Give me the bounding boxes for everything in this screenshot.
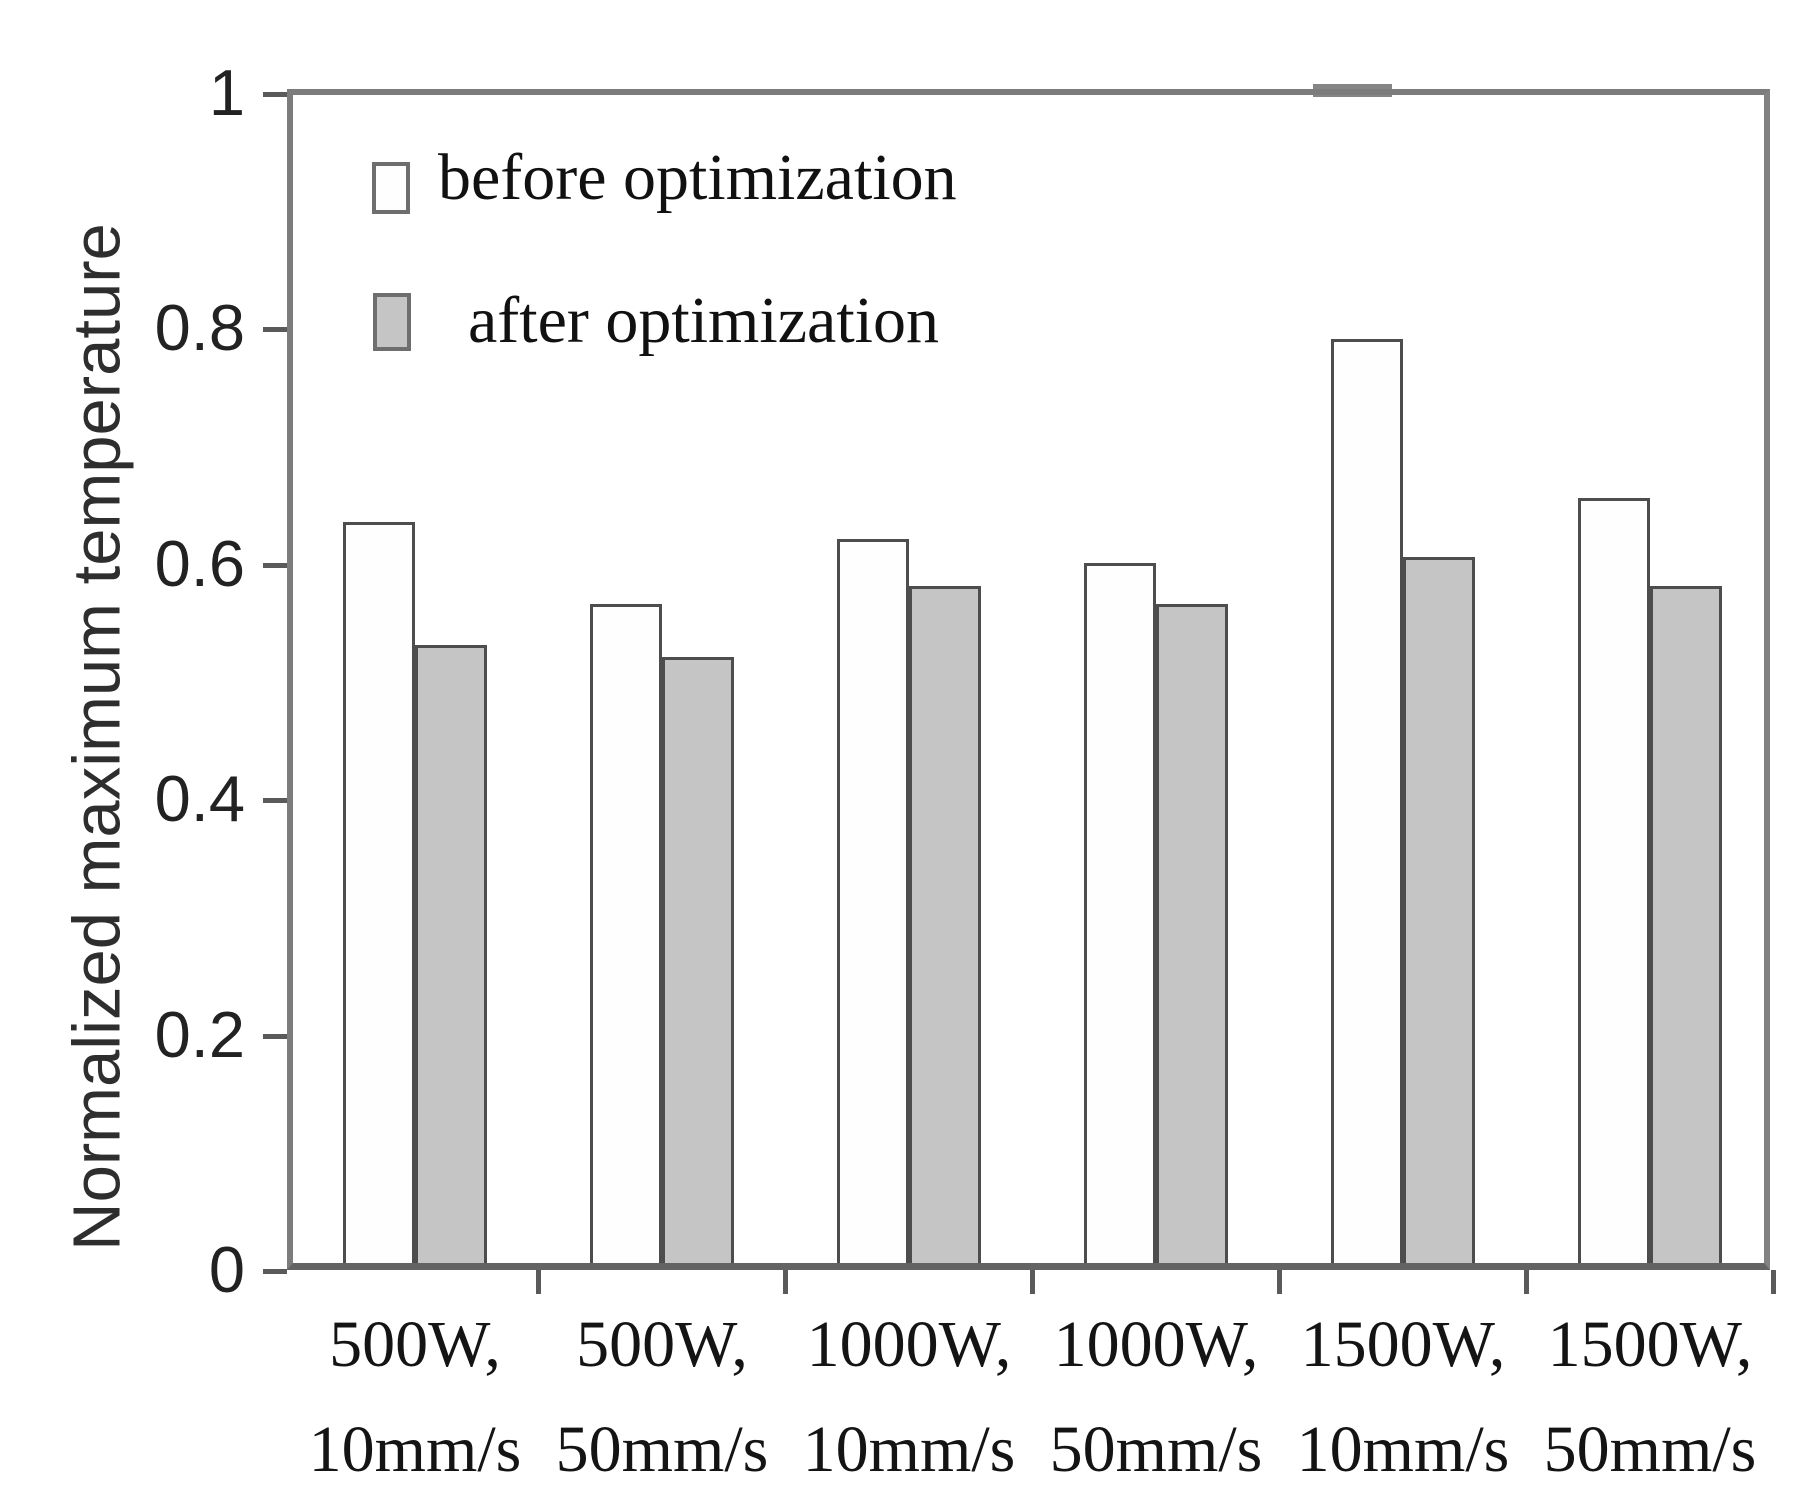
x-tick — [1771, 1270, 1776, 1294]
bar-before-optimization — [1578, 498, 1650, 1269]
y-tick-label: 0.6 — [154, 527, 245, 600]
bar-after-optimization — [1403, 557, 1475, 1269]
bar-before-optimization — [1084, 563, 1156, 1269]
x-category-label: 1500W, 50mm/s — [1480, 1292, 1809, 1502]
y-tick-label: 0.2 — [154, 998, 245, 1071]
x-tick — [783, 1270, 788, 1294]
y-tick — [263, 563, 287, 568]
x-category-label-line: 1500W, — [1300, 1308, 1506, 1381]
x-tick — [1030, 1270, 1035, 1294]
y-axis-title: Normalized maximum temperature — [59, 223, 135, 1251]
y-tick-label: 0.8 — [154, 291, 245, 364]
x-tick — [1524, 1270, 1529, 1294]
legend-label-after: after optimization — [468, 284, 939, 357]
x-category-label-line: 500W, — [576, 1308, 748, 1381]
x-tick — [536, 1270, 541, 1294]
legend-swatch-after-icon — [373, 293, 411, 351]
legend-swatch-before-icon — [372, 162, 410, 214]
y-tick — [263, 1034, 287, 1039]
bar-after-optimization — [415, 645, 487, 1269]
bar-before-optimization — [343, 522, 415, 1269]
bar-after-optimization — [909, 586, 981, 1269]
legend-label-before: before optimization — [438, 141, 957, 214]
x-category-label-line: 1500W, — [1547, 1308, 1753, 1381]
bar-before-optimization — [590, 604, 662, 1269]
bar-after-optimization — [662, 657, 734, 1269]
x-category-label-line: 500W, — [329, 1308, 501, 1381]
y-tick — [263, 798, 287, 803]
y-tick-label: 1 — [208, 56, 245, 129]
y-tick-label: 0.4 — [154, 762, 245, 835]
y-tick — [263, 1269, 287, 1274]
y-tick — [263, 92, 287, 97]
bar-before-optimization — [1331, 339, 1403, 1269]
figure-canvas: { "figure": { "background": "#ffffff" },… — [59, 56, 1776, 1486]
plot-frame — [287, 89, 1770, 1270]
y-tick-label: 0 — [208, 1233, 245, 1306]
y-tick — [263, 327, 287, 332]
x-category-label-line: 1000W, — [806, 1308, 1012, 1381]
bar-after-optimization — [1156, 604, 1228, 1269]
x-tick — [1277, 1270, 1282, 1294]
x-category-label-line: 1000W, — [1053, 1308, 1259, 1381]
x-category-label-line: 50mm/s — [1543, 1413, 1757, 1486]
x-category-label: 500W, 10mm/s — [245, 1292, 585, 1502]
bar-after-optimization — [1650, 586, 1722, 1269]
